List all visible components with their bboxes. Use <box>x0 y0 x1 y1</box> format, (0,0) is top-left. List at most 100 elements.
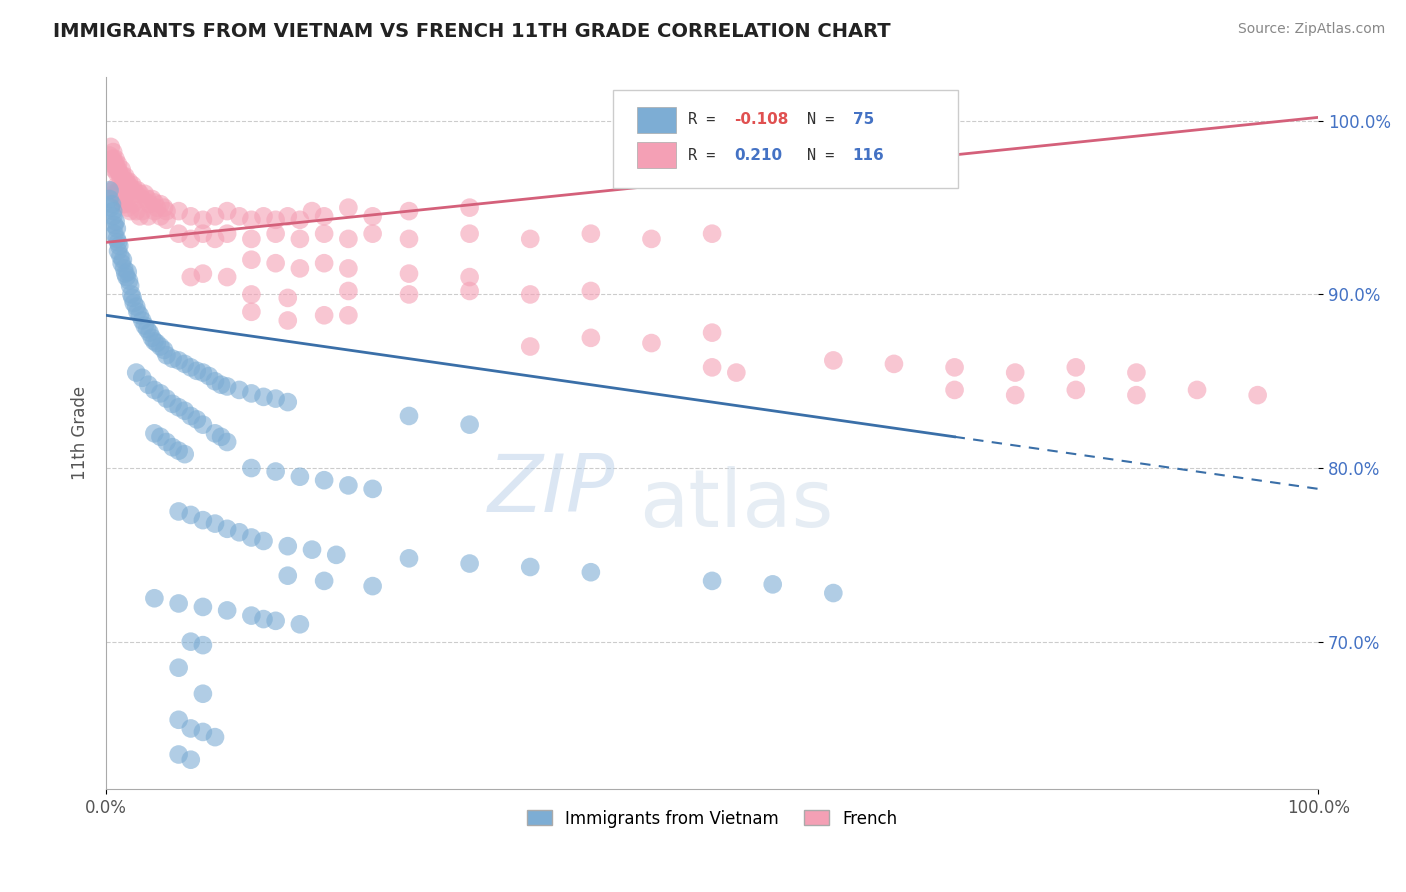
Point <box>640 336 662 351</box>
Point <box>127 183 149 197</box>
Point <box>110 249 132 263</box>
Point <box>180 210 202 224</box>
FancyBboxPatch shape <box>637 107 676 133</box>
Point <box>277 395 299 409</box>
Point <box>458 557 481 571</box>
Point <box>519 560 541 574</box>
Point <box>579 331 602 345</box>
Point <box>167 204 190 219</box>
Point <box>519 232 541 246</box>
Point <box>458 201 481 215</box>
Point <box>277 313 299 327</box>
Point <box>149 197 172 211</box>
Point <box>1004 366 1026 380</box>
Point <box>240 305 263 319</box>
Point <box>361 210 384 224</box>
Point <box>288 617 311 632</box>
Point <box>325 548 347 562</box>
Point <box>361 227 384 241</box>
Point <box>128 186 150 201</box>
Point <box>180 409 202 423</box>
Point <box>180 232 202 246</box>
Point <box>314 227 336 241</box>
Point <box>134 318 156 333</box>
Point <box>167 597 190 611</box>
Point <box>98 148 121 162</box>
Point <box>264 256 287 270</box>
Text: -0.108: -0.108 <box>734 112 789 127</box>
Point <box>252 210 274 224</box>
Point <box>131 371 153 385</box>
Point <box>725 366 748 380</box>
Point <box>105 166 128 180</box>
Point <box>103 186 125 201</box>
Point <box>337 308 360 322</box>
Point <box>173 357 195 371</box>
Point <box>314 210 336 224</box>
Point <box>117 201 139 215</box>
Point <box>162 397 184 411</box>
Point <box>162 351 184 366</box>
Point <box>314 473 336 487</box>
Point <box>314 256 336 270</box>
Point <box>240 386 263 401</box>
Point <box>173 447 195 461</box>
Point <box>398 267 420 281</box>
Point <box>138 326 160 340</box>
Point <box>204 730 226 744</box>
Point <box>217 204 239 219</box>
Point <box>114 267 136 281</box>
Text: IMMIGRANTS FROM VIETNAM VS FRENCH 11TH GRADE CORRELATION CHART: IMMIGRANTS FROM VIETNAM VS FRENCH 11TH G… <box>53 22 891 41</box>
Point <box>143 334 166 349</box>
Point <box>217 379 239 393</box>
Point <box>117 265 139 279</box>
Point <box>141 331 163 345</box>
Point <box>114 169 136 184</box>
Point <box>120 204 142 219</box>
Point <box>146 201 169 215</box>
Point <box>111 256 134 270</box>
Point <box>115 175 138 189</box>
Text: 75: 75 <box>852 112 875 127</box>
Point <box>155 435 177 450</box>
Point <box>143 195 166 210</box>
Point <box>103 162 125 177</box>
Point <box>111 252 134 267</box>
Point <box>1246 388 1268 402</box>
Point <box>167 747 190 762</box>
Point <box>153 343 176 357</box>
Point <box>217 435 239 450</box>
Point <box>1125 388 1147 402</box>
Point <box>155 392 177 406</box>
Point <box>101 183 124 197</box>
Point <box>136 322 159 336</box>
Point <box>883 357 905 371</box>
Text: N =: N = <box>807 112 844 127</box>
Point <box>700 227 723 241</box>
Point <box>288 212 311 227</box>
Point <box>112 175 135 189</box>
Point <box>191 687 214 701</box>
Point <box>108 166 131 180</box>
Point <box>217 270 239 285</box>
Point <box>141 192 163 206</box>
Point <box>136 192 159 206</box>
Point <box>101 152 124 166</box>
Point <box>107 162 129 177</box>
Point <box>167 504 190 518</box>
Point <box>120 179 142 194</box>
Point <box>155 204 177 219</box>
Point <box>117 178 139 192</box>
Point <box>228 525 250 540</box>
Point <box>337 232 360 246</box>
Point <box>458 270 481 285</box>
Point <box>122 183 145 197</box>
Point <box>700 360 723 375</box>
Point <box>228 210 250 224</box>
Text: N =: N = <box>807 147 844 162</box>
Point <box>337 478 360 492</box>
Point <box>398 232 420 246</box>
Point <box>458 227 481 241</box>
Point <box>101 204 124 219</box>
Point <box>191 227 214 241</box>
